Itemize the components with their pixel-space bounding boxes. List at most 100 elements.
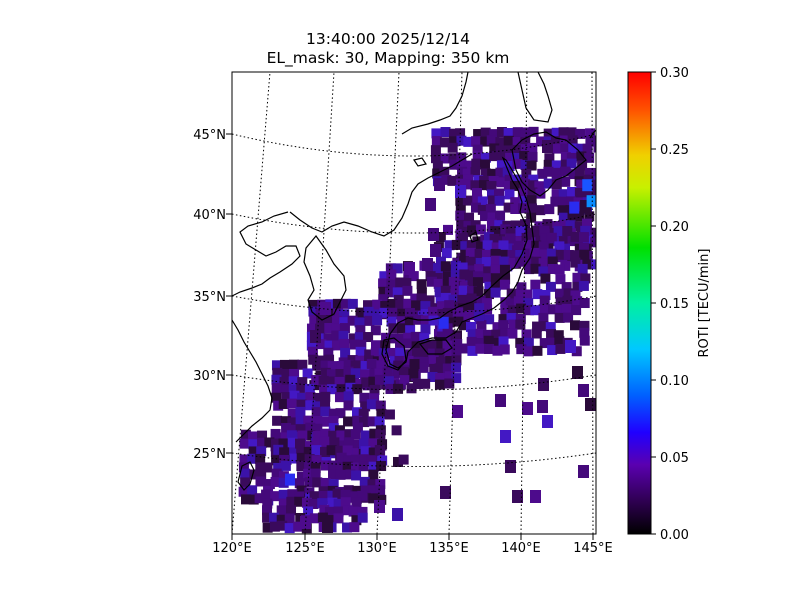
roti-cell — [516, 282, 527, 293]
roti-cell — [297, 392, 308, 403]
roti-cell — [378, 294, 389, 305]
roti-cell — [490, 337, 501, 348]
roti-cell — [294, 478, 305, 489]
roti-cell — [271, 468, 282, 479]
roti-cell — [264, 437, 275, 448]
roti-cell — [483, 266, 494, 277]
roti-cell — [310, 330, 321, 343]
roti-cell — [570, 250, 581, 261]
roti-cell — [327, 497, 338, 508]
roti-cell — [480, 136, 491, 147]
roti-cell — [372, 315, 383, 326]
roti-cell — [582, 143, 593, 154]
graticule — [232, 72, 596, 534]
roti-cell — [560, 159, 571, 170]
roti-cell — [434, 363, 445, 374]
roti-cell — [320, 367, 331, 378]
roti-cell — [432, 263, 443, 274]
roti-cell — [435, 356, 446, 367]
roti-cell — [457, 233, 468, 244]
roti-cell — [531, 328, 542, 339]
roti-cell — [388, 347, 399, 358]
roti-cell — [580, 200, 591, 213]
lon-tick-label: 125°E — [285, 541, 325, 556]
roti-cell — [578, 242, 589, 253]
roti-cell — [320, 416, 331, 427]
roti-cell — [560, 166, 571, 177]
roti-cell — [339, 317, 350, 328]
roti-cell — [347, 298, 358, 309]
roti-cell — [328, 430, 339, 441]
roti-cell — [584, 189, 595, 200]
roti-cell — [296, 399, 307, 410]
graticule-meridian — [232, 72, 271, 534]
colorbar-tick-label: 0.00 — [660, 528, 689, 543]
roti-cell — [565, 220, 576, 231]
roti-cell — [345, 469, 356, 480]
roti-cell — [278, 438, 289, 449]
colorbar: 0.00 0.05 0.10 0.15 0.20 0.25 0.30 ROTI … — [627, 66, 712, 543]
roti-cell — [572, 272, 583, 283]
roti-cell — [342, 461, 353, 472]
roti-cell — [578, 232, 589, 243]
colorbar-tick-label: 0.20 — [660, 220, 689, 235]
roti-cell — [490, 264, 501, 275]
roti-cell — [379, 271, 390, 282]
roti-cell — [395, 277, 406, 288]
roti-cell — [416, 293, 427, 304]
roti-cell — [584, 152, 595, 163]
roti-cell — [305, 422, 316, 433]
roti-cell — [352, 448, 363, 459]
roti-cell — [347, 315, 358, 326]
roti-cell — [455, 210, 466, 221]
roti-cell — [303, 415, 314, 426]
roti-cell — [369, 384, 380, 395]
roti-cell — [466, 293, 477, 304]
roti-cell — [554, 241, 565, 252]
roti-cell — [311, 455, 322, 466]
roti-cell — [302, 441, 313, 452]
roti-cell — [524, 305, 535, 316]
coastline-sado — [469, 231, 479, 243]
roti-cell — [516, 303, 527, 314]
roti-cell — [451, 373, 462, 384]
roti-cell — [398, 454, 409, 465]
roti-cell — [444, 371, 455, 382]
roti-cell — [368, 438, 379, 449]
coastline-hokkaido — [511, 131, 587, 197]
roti-cell — [475, 328, 486, 339]
roti-cell — [560, 176, 571, 187]
roti-cell — [435, 232, 446, 243]
roti-cell — [426, 276, 437, 287]
roti-cell — [540, 273, 551, 284]
roti-cell — [366, 358, 377, 369]
roti-cell — [351, 470, 362, 481]
roti-cell — [442, 340, 453, 351]
roti-cell — [374, 500, 385, 513]
roti-cell — [459, 311, 470, 322]
roti-cell — [553, 330, 564, 341]
roti-cell — [287, 417, 298, 428]
roti-cell — [339, 338, 350, 349]
roti-cell — [591, 186, 596, 197]
roti-cell — [434, 379, 445, 390]
roti-cell — [312, 477, 323, 488]
roti-cell — [465, 321, 476, 332]
roti-cell — [575, 128, 586, 139]
roti-cell — [512, 158, 523, 169]
roti-cell — [434, 287, 445, 298]
roti-cell — [543, 166, 554, 177]
roti-cell — [503, 202, 514, 213]
roti-cell — [480, 152, 491, 163]
roti-cell — [512, 136, 523, 147]
roti-cell — [280, 460, 291, 471]
roti-cell — [387, 298, 398, 309]
roti-cell — [537, 168, 548, 179]
roti-cell — [498, 314, 509, 325]
roti-cell — [380, 340, 391, 351]
roti-cell — [452, 405, 463, 418]
roti-cell — [467, 310, 478, 321]
roti-cell — [238, 462, 249, 473]
roti-cell — [288, 384, 299, 395]
